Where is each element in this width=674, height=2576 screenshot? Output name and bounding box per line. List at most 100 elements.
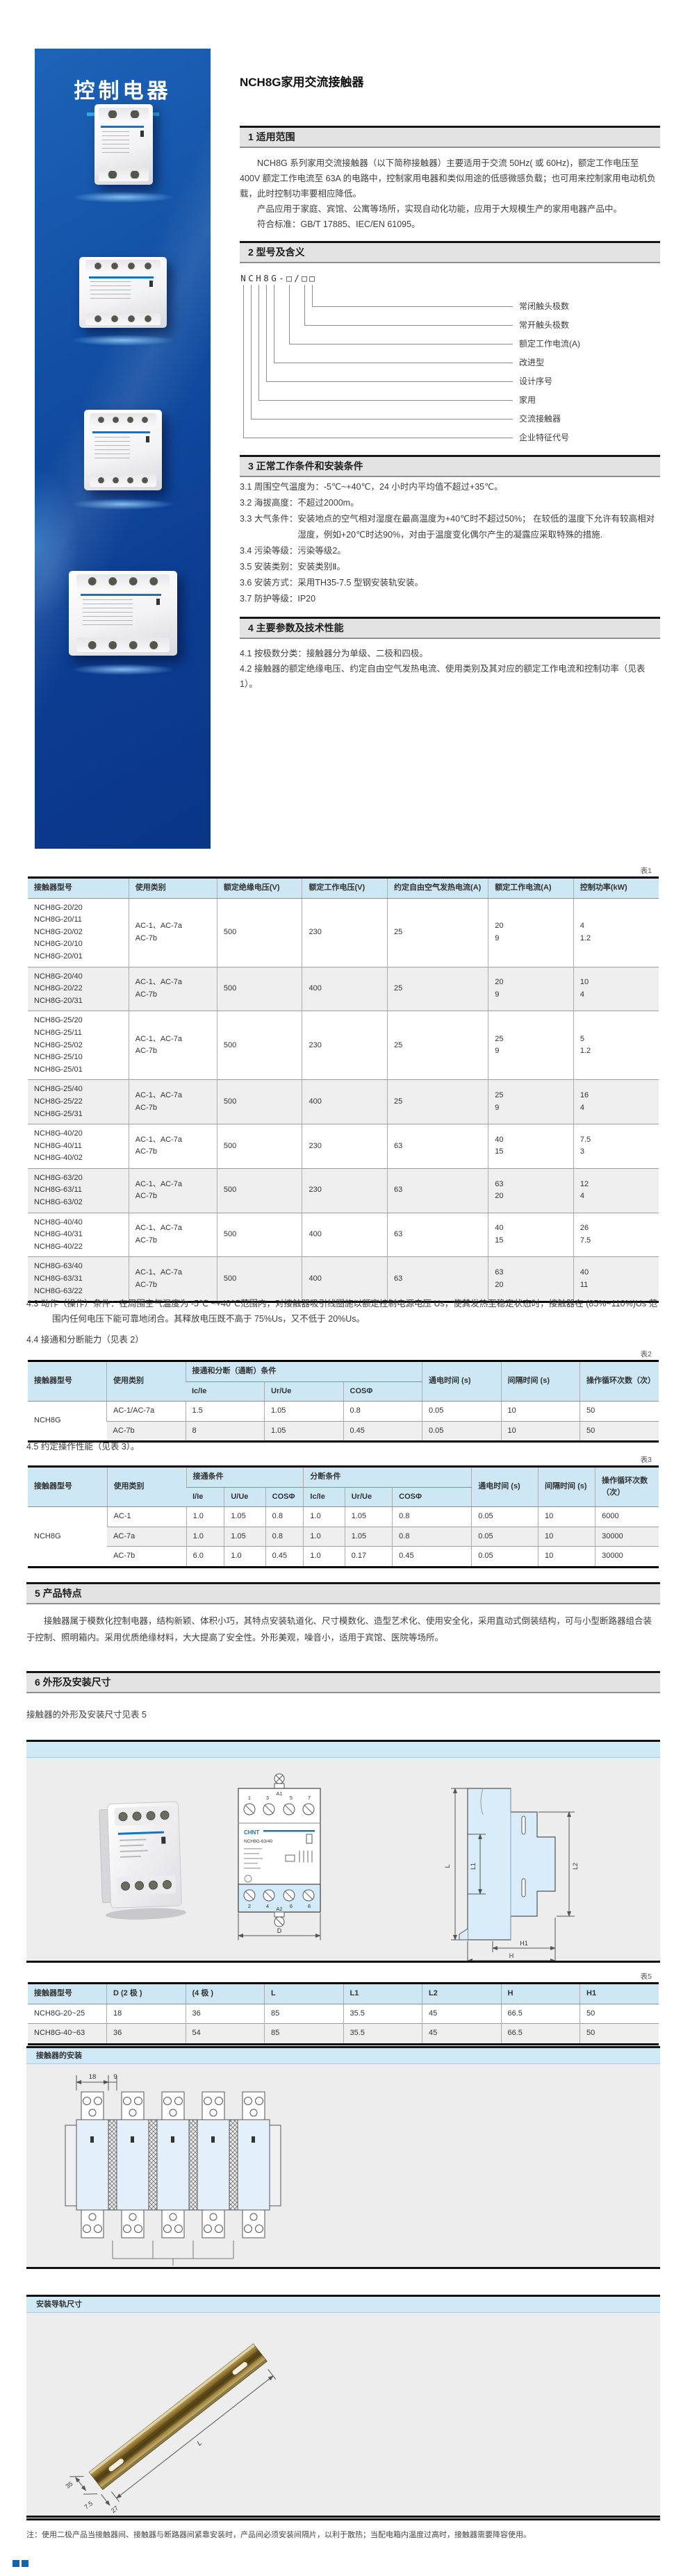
condition-item: 3.4 污染等级： 污染等级2。 bbox=[240, 546, 346, 556]
cell: 10 bbox=[538, 1527, 595, 1547]
table-row: NCH8G-40/20 NCH8G-40/11 NCH8G-40/02 AC-1、… bbox=[28, 1124, 659, 1169]
cell: 1.0 bbox=[303, 1546, 345, 1568]
col-header-group: 接通条件 bbox=[186, 1466, 304, 1488]
cell: 4 1.2 bbox=[573, 898, 659, 967]
dimension-18-9: 18 9 bbox=[76, 2073, 117, 2091]
paragraph: 产品应用于家庭、宾馆、公寓等场所，实现自动化功能，应用于大规模生产的家用电器产品… bbox=[257, 204, 623, 214]
col-subheader: Ic/Ie bbox=[303, 1487, 345, 1508]
model-meaning-label: 额定工作电流(A) bbox=[519, 339, 580, 349]
product-photo-2pole-small bbox=[94, 104, 153, 185]
col-subheader: COSΦ bbox=[392, 1487, 472, 1508]
cell: NCH8G-20~25 bbox=[34, 2009, 85, 2018]
cell: 25 bbox=[387, 898, 488, 967]
dim-h: H bbox=[509, 1952, 514, 1959]
cell: NCH8G-25/40 NCH8G-25/22 NCH8G-25/31 bbox=[28, 1079, 129, 1124]
table-label: 表2 bbox=[640, 1350, 652, 1358]
col-header: 控制功率(kW) bbox=[573, 877, 659, 899]
model-char: - bbox=[279, 273, 284, 283]
cell: 30000 bbox=[595, 1527, 659, 1547]
cell: 0.45 bbox=[392, 1546, 472, 1568]
cell: NCH8G-40/40 NCH8G-40/31 NCH8G-40/22 bbox=[34, 1218, 83, 1251]
cell: 50 bbox=[580, 1401, 659, 1422]
cell: 230 bbox=[302, 1168, 388, 1213]
leader-line bbox=[251, 285, 513, 419]
condition-item: 3.1 周围空气温度为： -5℃~+40℃，24 小时内平均值不超过+35℃。 bbox=[240, 482, 503, 492]
cell: 35.5 bbox=[343, 2023, 422, 2045]
table-row: NCH8G AC-1 1.0 1.05 0.8 1.0 1.05 0.8 0.05 10 6000 bbox=[28, 1506, 659, 1568]
condition-item: 3.7 防护等级： IP20 bbox=[240, 594, 316, 604]
cell: NCH8G-40~63 bbox=[28, 2023, 107, 2045]
col-subheader: U/Ue bbox=[224, 1487, 266, 1508]
terminal-dots bbox=[101, 110, 146, 118]
col-header: 约定自由空气发热电流(A) bbox=[387, 877, 488, 899]
col-header: H1 bbox=[580, 1983, 659, 2004]
col-subheader: Ur/Ue bbox=[344, 1487, 393, 1508]
box-header: 安装导轨尺寸 bbox=[26, 2297, 660, 2313]
dim-rail-35: 35 bbox=[64, 2480, 74, 2490]
col-header: 通电时间 (s) bbox=[471, 1466, 539, 1508]
dim-l: L bbox=[444, 1864, 451, 1868]
sidebar: 控制电器 bbox=[35, 49, 211, 849]
terminal-dots bbox=[90, 262, 156, 269]
model-char: 8 bbox=[263, 273, 269, 283]
cell: AC-7a bbox=[107, 1527, 187, 1547]
cell: 1.05 bbox=[264, 1421, 343, 1442]
leader-line bbox=[289, 285, 513, 344]
section-1-body: NCH8G 系列家用交流接触器（以下简称接触器）主要适用于交流 50Hz( 或 … bbox=[240, 156, 657, 232]
product-photo-2pole-wide bbox=[84, 410, 162, 490]
condition-item: 3.2 海拔高度： 不超过2000m。 bbox=[240, 498, 359, 508]
table-row: NCH8G-20/20 NCH8G-20/11 NCH8G-20/02 NCH8… bbox=[28, 898, 659, 967]
header-row: I/Ie U/Ue COSΦ Ic/Ie Ur/Ue COSΦ bbox=[28, 1487, 659, 1508]
col-header: L1 bbox=[343, 1983, 422, 2004]
cell: 10 bbox=[538, 1506, 595, 1527]
col-header: 间隔时间 (s) bbox=[538, 1466, 595, 1508]
cell: 500 bbox=[216, 1079, 302, 1124]
header-row: 接触器型号 使用类别 接通和分断（通断）条件 通电时间 (s) 间隔时间 (s)… bbox=[28, 1361, 659, 1402]
model-char: / bbox=[294, 273, 299, 283]
cell: 20 9 bbox=[488, 967, 574, 1011]
cell: 18 bbox=[106, 2004, 186, 2024]
cell: 45 bbox=[422, 2023, 501, 2045]
cell: 16 4 bbox=[573, 1079, 659, 1124]
installation-box: 接触器的安装 bbox=[26, 2046, 660, 2279]
terminal-label: 2 bbox=[248, 1903, 251, 1909]
cell: AC-1、AC-7a AC-7b bbox=[128, 1213, 217, 1257]
cell: AC-1、AC-7a AC-7b bbox=[128, 1256, 217, 1302]
col-header: 接触器型号 bbox=[28, 1466, 108, 1508]
light-glow bbox=[71, 664, 175, 675]
terminal-label: 4 bbox=[266, 1903, 269, 1909]
table-make-break-capacity: 接触器型号 使用类别 接通和分断（通断）条件 通电时间 (s) 间隔时间 (s)… bbox=[28, 1360, 659, 1443]
light-glow bbox=[71, 499, 175, 510]
contactor-side-view: L L1 L2 H1 bbox=[444, 1788, 579, 1965]
cell: 500 bbox=[216, 1011, 302, 1080]
col-header: 间隔时间 (s) bbox=[500, 1361, 580, 1402]
brand-line bbox=[81, 593, 161, 596]
col-header: L bbox=[264, 1983, 343, 2004]
section-5-body: 接触器属于模数化控制电器，结构新颖、体积小巧，其特点安装轨道化、尺寸模数化、造型… bbox=[26, 1616, 652, 1643]
dim-h1: H1 bbox=[520, 1940, 528, 1947]
cell: 500 bbox=[216, 1256, 302, 1302]
model-meaning-label: 常闭触头极数 bbox=[519, 301, 570, 311]
product-photo-4pole-large bbox=[69, 571, 177, 656]
cell: 30000 bbox=[595, 1546, 659, 1568]
cell: AC-1、AC-7a AC-7b bbox=[128, 1124, 217, 1169]
col-header: 额定绝缘电压(V) bbox=[216, 877, 302, 899]
cell: NCH8G bbox=[28, 1401, 107, 1442]
box-body: 1 3 A1 5 7 CHNT NCH8G-63/40 bbox=[26, 1758, 660, 1965]
cell: NCH8G-25/20 NCH8G-25/11 NCH8G-25/02 NCH8… bbox=[34, 1016, 83, 1074]
leader-line bbox=[266, 285, 513, 382]
cell: 7.5 3 bbox=[573, 1124, 659, 1169]
col-header: 使用类别 bbox=[106, 1466, 187, 1508]
table-main-parameters: 接触器型号 使用类别 额定绝缘电压(V) 额定工作电压(V) 约定自由空气发热电… bbox=[28, 876, 659, 1304]
table-row: NCH8G-40~63 36 54 85 35.5 45 66.5 50 bbox=[28, 2023, 659, 2045]
din-rail-drawing: L 35 7.5 27 bbox=[64, 2343, 277, 2514]
cell: 63 20 bbox=[488, 1168, 574, 1213]
terminal-label: 5 bbox=[290, 1795, 293, 1801]
cell: AC-1/AC-7a bbox=[106, 1401, 186, 1422]
cell: 500 bbox=[216, 1168, 302, 1213]
condition-item: 3.3 大气条件： 安装地点的空气相对湿度在最高温度为+40℃时不超过50%； 在… bbox=[240, 514, 655, 540]
cell: 8 bbox=[185, 1421, 265, 1442]
terminal-label: 1 bbox=[248, 1795, 251, 1801]
model-meaning-label: 企业特征代号 bbox=[519, 433, 570, 442]
